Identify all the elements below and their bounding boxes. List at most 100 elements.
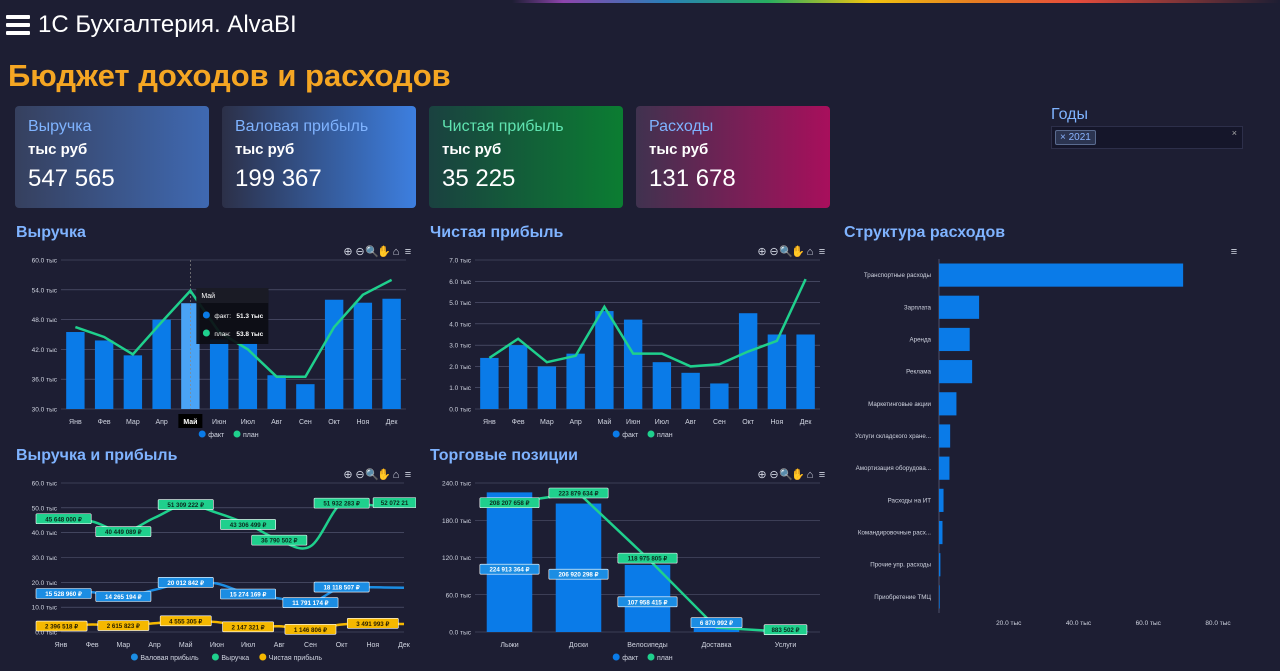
category-label: Расходы на ИТ	[888, 497, 932, 504]
zoom-out-icon[interactable]: ⊖	[355, 469, 364, 481]
kpi-title: Валовая прибыль	[235, 118, 369, 135]
tooltip-marker	[202, 329, 210, 337]
tag-remove-icon[interactable]: ×	[1060, 132, 1066, 143]
x-tick-label: 20.0 тыс	[996, 620, 1022, 627]
data-label: 2 396 518 ₽	[45, 624, 78, 631]
zoom-in-icon[interactable]: ⊕	[343, 246, 352, 258]
x-tick-label: Июл	[241, 419, 255, 426]
data-label-box	[479, 497, 540, 509]
kpi-unit: тыс руб	[442, 141, 502, 158]
data-label: 6 870 992 ₽	[700, 620, 733, 627]
data-label: 14 265 194 ₽	[105, 594, 142, 601]
home-icon[interactable]: ⌂	[807, 469, 814, 481]
tooltip-fact-value: 51.3 тыс	[236, 313, 263, 320]
net-profit-chart[interactable]: ⊕ ⊖ 🔍✋ ⌂ ≡ 0.0 тыс 1.0 тыс 2.0 тыс 3.0 тыс 4.0 ты…	[430, 243, 830, 443]
pan-icon[interactable]: ✋	[791, 245, 805, 258]
x-tick-label: Ноя	[366, 642, 379, 649]
kpi-title: Выручка	[28, 118, 92, 135]
search-icon[interactable]: 🔍	[779, 467, 793, 481]
x-tick-label: Лыжи	[500, 642, 518, 649]
tooltip-fact-label: факт:	[214, 313, 231, 320]
search-icon[interactable]: 🔍	[365, 244, 379, 258]
x-tick-label: Мар	[540, 419, 554, 426]
search-icon[interactable]: 🔍	[779, 244, 793, 258]
data-label-box	[313, 581, 370, 593]
zoom-out-icon[interactable]: ⊖	[355, 246, 364, 258]
data-label-box	[159, 615, 212, 627]
x-tick-label: Фев	[512, 419, 525, 426]
clear-icon[interactable]: ×	[1231, 128, 1237, 138]
legend-marker	[612, 653, 620, 661]
category-label: Реклама	[906, 369, 931, 376]
years-filter-select[interactable]: × 2021 ×	[1051, 126, 1243, 149]
data-label-box	[35, 513, 92, 525]
bar-fact	[152, 319, 171, 409]
menu-icon[interactable]: ≡	[405, 246, 411, 258]
y-tick-label: 48.0 тыс	[32, 317, 58, 324]
category-label: Услуги складского хране...	[855, 433, 931, 440]
x-tick-label: Янв	[69, 419, 82, 426]
legend-marker	[211, 653, 219, 661]
trade-positions-chart[interactable]: ⊕ ⊖ 🔍✋ ⌂ ≡ 0.0 тыс 60.0 тыс 120.0 тыс 180.0 тыс 2…	[430, 466, 830, 666]
legend-label: Выручка	[221, 655, 249, 662]
zoom-in-icon[interactable]: ⊕	[757, 246, 766, 258]
home-icon[interactable]: ⌂	[393, 246, 400, 258]
menu-icon[interactable]: ≡	[1231, 246, 1237, 258]
menu-icon[interactable]	[6, 15, 30, 35]
pan-icon[interactable]: ✋	[377, 468, 391, 481]
data-label: 15 274 169 ₽	[230, 592, 267, 599]
x-highlight-box	[178, 414, 203, 428]
x-tick-label: Май	[598, 418, 612, 426]
year-tag[interactable]: × 2021	[1055, 130, 1096, 145]
pan-icon[interactable]: ✋	[791, 468, 805, 481]
x-tick-label: Июл	[655, 419, 669, 426]
pan-icon[interactable]: ✋	[377, 245, 391, 258]
data-label: 11 791 174 ₽	[292, 600, 328, 607]
y-tick-label: 4.0 тыс	[449, 321, 471, 328]
home-icon[interactable]: ⌂	[393, 469, 400, 481]
x-tick-label: Апр	[148, 642, 160, 649]
x-tick-label: Окт	[336, 642, 349, 649]
x-tick-label: Дек	[800, 419, 813, 426]
category-label: Приобретение ТМЦ	[874, 594, 931, 601]
zoom-in-icon[interactable]: ⊕	[343, 469, 352, 481]
zoom-out-icon[interactable]: ⊖	[769, 469, 778, 481]
data-label-box	[284, 623, 337, 635]
home-icon[interactable]: ⌂	[807, 246, 814, 258]
color-strip	[0, 0, 1280, 3]
bar-fact	[480, 357, 499, 409]
data-label-box	[548, 568, 609, 580]
bar-fact	[796, 334, 815, 409]
bar-fact	[738, 313, 758, 409]
x-tick-label: Апр	[155, 419, 167, 426]
data-label-box	[617, 552, 678, 564]
y-tick-label: 30.0 тыс	[32, 407, 58, 414]
x-tick-label: Доски	[569, 642, 588, 649]
legend-marker	[647, 430, 655, 438]
y-tick-label: 0.0 тыс	[449, 407, 471, 414]
menu-icon[interactable]: ≡	[405, 469, 411, 481]
y-tick-label: 42.0 тыс	[32, 347, 58, 354]
menu-icon[interactable]: ≡	[819, 469, 825, 481]
legend-marker	[612, 430, 620, 438]
data-label-box	[313, 497, 370, 509]
data-label: 208 207 658 ₽	[489, 500, 529, 507]
x-tick-label: Услуги	[775, 642, 797, 649]
zoom-out-icon[interactable]: ⊖	[769, 246, 778, 258]
y-tick-label: 120.0 тыс	[442, 555, 472, 562]
chart-title-expense-structure: Структура расходов	[844, 224, 1006, 241]
revenue-profit-chart[interactable]: ⊕ ⊖ 🔍✋ ⌂ ≡ 0.0 тыс 10.0 тыс 20.0 тыс 30.0 тыс 40.…	[16, 466, 416, 666]
x-tick-label: Янв	[55, 642, 68, 649]
app-header: 1С Бухгалтерия. AlvaBI	[6, 8, 297, 42]
category-label: Амортизация оборудова...	[856, 465, 932, 472]
revenue-chart[interactable]: ⊕ ⊖ 🔍✋ ⌂ ≡ 30.0 тыс 36.0 тыс 42.0 тыс 48.0 тыс 54…	[16, 243, 416, 443]
kpi-card-expenses: Расходы тыс руб 131 678	[636, 106, 830, 208]
y-tick-label: 5.0 тыс	[449, 300, 471, 307]
data-label-box	[220, 519, 276, 530]
menu-icon[interactable]: ≡	[819, 246, 825, 258]
expense-structure-chart[interactable]: ≡ Транспортные расходы Зарплата Аренда Рекла…	[844, 243, 1244, 633]
search-icon[interactable]: 🔍	[365, 467, 379, 481]
zoom-in-icon[interactable]: ⊕	[757, 469, 766, 481]
bar-fact	[94, 340, 114, 409]
data-label-box	[617, 596, 678, 608]
